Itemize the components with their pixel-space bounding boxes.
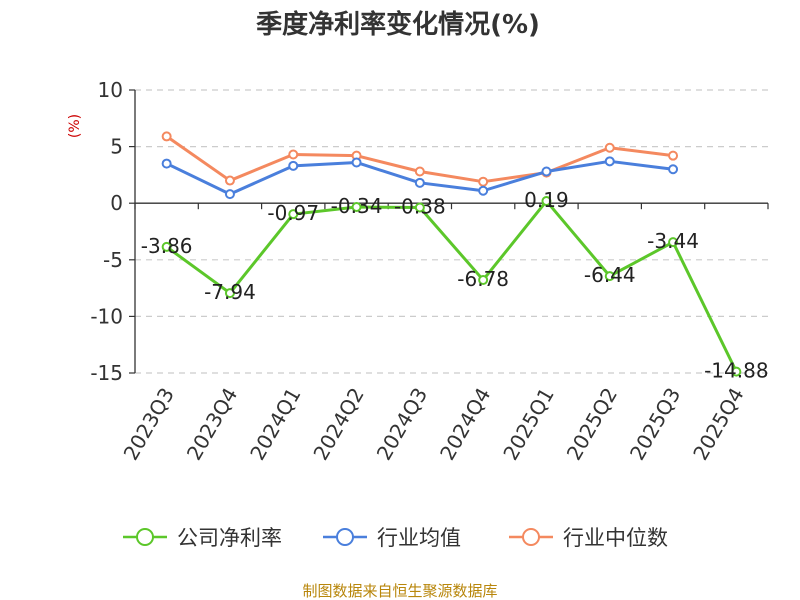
data-label: -0.97 xyxy=(267,201,319,225)
data-label: 0.19 xyxy=(524,188,569,212)
legend-marker xyxy=(136,528,154,546)
x-tick-label: 2024Q3 xyxy=(372,384,432,465)
data-point xyxy=(668,164,679,175)
data-point xyxy=(478,274,489,285)
data-label: -6.78 xyxy=(457,267,509,291)
y-tick-labels: 10 5 0 -5 -10 -15 xyxy=(90,78,123,385)
legend-label: 行业均值 xyxy=(377,526,461,550)
legend-label: 公司净利率 xyxy=(177,526,282,550)
y-tick-label: 5 xyxy=(110,135,123,159)
legend-marker xyxy=(336,528,354,546)
data-point xyxy=(224,189,235,200)
data-point xyxy=(668,150,679,161)
source-note: 制图数据来自恒生聚源数据库 xyxy=(302,582,497,600)
data-point xyxy=(414,166,425,177)
series-group xyxy=(161,131,742,377)
data-point xyxy=(288,209,299,220)
legend-item-2: 行业中位数 xyxy=(509,526,668,550)
x-tick-label: 2023Q3 xyxy=(119,384,179,465)
chart-title: 季度净利率变化情况(%) xyxy=(256,9,540,40)
y-tick-label: 10 xyxy=(98,78,123,102)
y-tick-label: -15 xyxy=(90,361,123,385)
data-point xyxy=(351,157,362,168)
legend: 公司净利率 行业均值 行业中位数 xyxy=(123,526,668,550)
data-point xyxy=(414,177,425,188)
data-labels: -3.86-7.94-0.97 -0.34 -0.38-6.780.19-6.44-… xyxy=(141,188,769,383)
legend-marker xyxy=(522,528,540,546)
x-tick-label: 2024Q4 xyxy=(435,384,495,465)
data-label: -3.86 xyxy=(141,234,193,258)
data-label: -7.94 xyxy=(204,280,256,304)
x-tick-label: 2025Q3 xyxy=(625,384,685,465)
data-point xyxy=(731,366,742,377)
data-point xyxy=(668,237,679,248)
data-label: -0.34 xyxy=(331,194,383,218)
y-tick-label: -5 xyxy=(103,248,123,272)
x-tick-label: 2025Q4 xyxy=(688,384,748,465)
x-tick-labels: 2023Q3 2023Q4 2024Q1 2024Q2 2024Q3 2024Q4 2025… xyxy=(119,384,749,465)
x-tick-label: 2023Q4 xyxy=(182,384,242,465)
data-point xyxy=(161,241,172,252)
series-line-1 xyxy=(165,159,674,196)
x-tick-label: 2025Q1 xyxy=(498,384,558,465)
data-point xyxy=(604,142,615,153)
data-point xyxy=(478,185,489,196)
legend-item-1: 行业均值 xyxy=(323,526,461,550)
y-tick-label: 0 xyxy=(110,191,123,215)
data-point xyxy=(161,158,172,169)
data-point xyxy=(224,175,235,186)
series-line-0 xyxy=(165,199,738,373)
data-point xyxy=(541,166,552,177)
data-point xyxy=(604,156,615,167)
data-point xyxy=(541,196,552,207)
legend-label: 行业中位数 xyxy=(563,526,668,550)
data-point xyxy=(288,149,299,160)
data-point xyxy=(161,131,172,142)
data-point xyxy=(288,160,299,171)
data-point xyxy=(478,176,489,187)
x-tick-label: 2025Q2 xyxy=(562,384,622,465)
data-point xyxy=(351,202,362,213)
legend-item-0: 公司净利率 xyxy=(123,526,282,550)
data-point xyxy=(414,202,425,213)
x-tick-label: 2024Q2 xyxy=(308,384,368,465)
data-label: -0.38 xyxy=(394,195,446,219)
y-tick-label: -10 xyxy=(90,304,123,328)
data-label: -3.44 xyxy=(647,229,699,253)
data-label: -14.88 xyxy=(704,359,768,383)
y-unit-label: (%) xyxy=(67,114,83,138)
data-point xyxy=(604,271,615,282)
x-tick-label: 2024Q1 xyxy=(245,384,305,465)
data-point xyxy=(224,288,235,299)
data-label: -6.44 xyxy=(584,263,636,287)
